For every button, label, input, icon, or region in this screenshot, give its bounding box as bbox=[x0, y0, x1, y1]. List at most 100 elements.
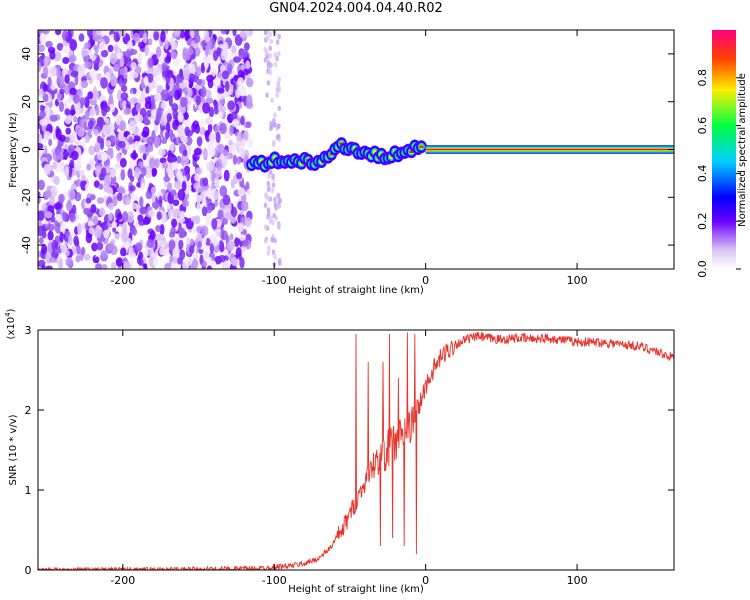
noise-blob bbox=[180, 30, 185, 39]
noise-blob bbox=[39, 104, 45, 112]
noise-blob bbox=[268, 31, 273, 37]
noise-blob bbox=[125, 195, 131, 206]
noise-blob bbox=[277, 85, 281, 91]
noise-blob bbox=[172, 199, 180, 206]
noise-blob bbox=[161, 89, 169, 100]
noise-blob bbox=[64, 74, 70, 84]
noise-blob bbox=[119, 120, 126, 132]
noise-blob bbox=[96, 241, 104, 251]
noise-blob bbox=[146, 239, 154, 248]
noise-blob bbox=[114, 163, 121, 170]
svg-text:(x104): (x104) bbox=[4, 308, 17, 339]
noise-blob bbox=[180, 105, 187, 114]
noise-blob bbox=[204, 58, 209, 69]
noise-blob bbox=[173, 57, 180, 67]
noise-blob bbox=[107, 44, 114, 53]
noise-blob bbox=[124, 188, 130, 196]
noise-blob bbox=[202, 177, 209, 187]
noise-blob bbox=[200, 225, 209, 237]
noise-blob bbox=[75, 254, 81, 263]
noise-blob bbox=[183, 112, 189, 121]
noise-blob bbox=[134, 114, 138, 127]
noise-blob bbox=[141, 166, 147, 177]
noise-blob bbox=[53, 176, 60, 186]
noise-blob bbox=[47, 223, 55, 232]
noise-blob bbox=[120, 84, 128, 93]
noise-blob bbox=[231, 206, 238, 218]
noise-blob bbox=[121, 231, 128, 243]
noise-blob bbox=[164, 39, 169, 50]
noise-blob bbox=[246, 137, 253, 148]
noise-blob bbox=[90, 194, 96, 201]
noise-blob bbox=[56, 68, 62, 80]
noise-blob bbox=[91, 242, 98, 252]
noise-blob bbox=[49, 114, 58, 122]
noise-blob bbox=[196, 136, 203, 147]
noise-blob bbox=[235, 247, 242, 258]
noise-blob bbox=[74, 238, 79, 247]
noise-blob bbox=[273, 196, 277, 203]
noise-blob bbox=[200, 62, 205, 74]
noise-blob bbox=[51, 125, 56, 135]
noise-blob bbox=[135, 204, 141, 214]
noise-blob bbox=[131, 194, 139, 201]
noise-blob bbox=[189, 30, 196, 38]
noise-blob bbox=[119, 68, 126, 75]
noise-blob bbox=[215, 131, 221, 144]
noise-blob bbox=[217, 87, 225, 94]
noise-blob bbox=[62, 57, 70, 64]
noise-blob bbox=[65, 201, 73, 212]
noise-blob bbox=[59, 231, 64, 243]
noise-blobs bbox=[38, 30, 283, 269]
noise-blob bbox=[194, 30, 200, 37]
snr-marks bbox=[38, 332, 674, 570]
noise-blob bbox=[170, 156, 178, 163]
noise-blob bbox=[150, 186, 157, 195]
noise-blob bbox=[100, 167, 107, 178]
noise-blob bbox=[155, 225, 161, 232]
noise-blob bbox=[239, 234, 246, 242]
noise-blob bbox=[38, 143, 44, 150]
noise-blob bbox=[231, 258, 239, 267]
noise-blob bbox=[142, 153, 147, 161]
noise-blob bbox=[70, 70, 79, 78]
noise-blob bbox=[191, 122, 196, 133]
noise-blob bbox=[151, 201, 160, 209]
noise-blob bbox=[106, 148, 112, 156]
noise-blob bbox=[153, 66, 161, 76]
noise-blob bbox=[60, 222, 66, 235]
noise-blob bbox=[96, 197, 104, 204]
noise-blob bbox=[144, 44, 150, 57]
noise-blob bbox=[222, 260, 229, 269]
noise-blob bbox=[238, 49, 244, 60]
noise-blob bbox=[112, 196, 118, 207]
noise-blob bbox=[268, 169, 273, 175]
noise-blob bbox=[232, 154, 237, 166]
noise-blob bbox=[158, 239, 167, 247]
noise-blob bbox=[245, 30, 250, 38]
noise-blob bbox=[108, 212, 113, 222]
noise-blob bbox=[167, 182, 173, 192]
noise-blob bbox=[266, 35, 270, 41]
noise-blob bbox=[217, 255, 226, 263]
noise-blob bbox=[79, 99, 84, 109]
noise-blob bbox=[263, 202, 268, 208]
noise-blob bbox=[38, 210, 44, 222]
noise-blob bbox=[268, 69, 273, 76]
colorbar-label: Normalized spectral amplitude bbox=[737, 73, 748, 227]
noise-blob bbox=[54, 241, 59, 250]
noise-blob bbox=[171, 218, 178, 228]
noise-blob bbox=[237, 222, 244, 233]
noise-blob bbox=[213, 100, 219, 110]
noise-blob bbox=[194, 173, 201, 182]
noise-blob bbox=[228, 139, 233, 146]
noise-blob bbox=[113, 44, 119, 53]
noise-blob bbox=[83, 253, 91, 261]
noise-blob bbox=[44, 190, 52, 199]
noise-blob bbox=[229, 240, 235, 249]
noise-blob bbox=[226, 63, 233, 72]
y-tick-label: 1 bbox=[25, 484, 32, 497]
noise-blob bbox=[184, 126, 191, 137]
noise-blob bbox=[118, 78, 123, 88]
noise-blob bbox=[90, 204, 97, 214]
